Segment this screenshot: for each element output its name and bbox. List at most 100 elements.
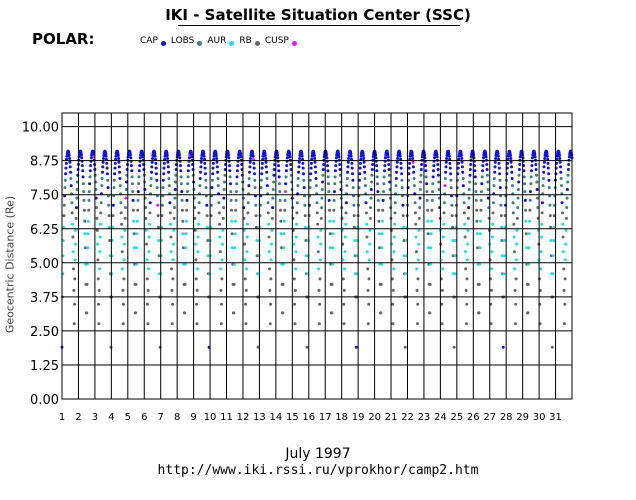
data-point-lobs bbox=[315, 201, 319, 205]
data-point-cap bbox=[153, 152, 157, 156]
x-tick-label: 6 bbox=[141, 412, 147, 423]
data-point-cap bbox=[363, 170, 367, 174]
data-point-rb bbox=[428, 311, 432, 315]
y-tick-label: 0.00 bbox=[30, 393, 59, 408]
data-point-cap bbox=[444, 170, 448, 174]
y-tick-label: 10.00 bbox=[22, 121, 59, 136]
x-tick-label: 13 bbox=[253, 412, 266, 423]
data-point-lobs bbox=[63, 178, 67, 182]
data-point-cap bbox=[486, 196, 490, 200]
data-point-cap bbox=[386, 155, 390, 159]
data-point-cap bbox=[265, 170, 269, 174]
data-point-cap bbox=[408, 154, 412, 158]
data-point-cap bbox=[485, 163, 489, 166]
data-point-lobs bbox=[223, 180, 226, 184]
data-point-lobs bbox=[547, 186, 551, 190]
data-point-lobs bbox=[314, 184, 318, 188]
data-point-lobs bbox=[449, 186, 453, 190]
x-tick-label: 17 bbox=[319, 412, 332, 423]
data-point-rb bbox=[181, 246, 185, 250]
data-point-lobs bbox=[449, 178, 453, 182]
data-point-cap bbox=[460, 165, 464, 169]
data-point-cap bbox=[222, 196, 226, 200]
data-point-aur bbox=[466, 242, 470, 246]
data-point-cap bbox=[178, 156, 182, 160]
data-point-cap bbox=[338, 168, 342, 171]
data-point-lobs bbox=[352, 203, 356, 207]
data-point-cap bbox=[65, 154, 69, 158]
data-point-cap bbox=[148, 201, 152, 205]
data-point-aur bbox=[145, 258, 149, 262]
x-tick-label: 23 bbox=[418, 412, 431, 423]
data-point-rb bbox=[352, 214, 356, 218]
data-point-rb bbox=[317, 322, 321, 326]
x-tick-label: 19 bbox=[352, 412, 365, 423]
data-point-aur bbox=[281, 262, 285, 266]
data-point-lobs bbox=[185, 190, 189, 194]
data-point-aur bbox=[514, 258, 518, 262]
data-point-aur bbox=[490, 267, 494, 271]
data-point-rb bbox=[538, 288, 542, 292]
data-point-cap bbox=[271, 206, 275, 210]
data-point-cap bbox=[153, 157, 157, 161]
data-point-lobs bbox=[88, 175, 92, 179]
data-point-lobs bbox=[413, 201, 417, 205]
data-point-lobs bbox=[320, 206, 324, 210]
data-point-rb bbox=[401, 214, 405, 218]
data-point-aur bbox=[512, 235, 516, 239]
data-point-cap bbox=[484, 155, 488, 159]
data-point-cap bbox=[203, 157, 206, 161]
data-point-cap bbox=[166, 165, 170, 169]
data-point-lobs bbox=[412, 177, 416, 180]
x-tick-label: 7 bbox=[158, 412, 164, 423]
data-point-lobs bbox=[418, 188, 422, 191]
data-point-lobs bbox=[119, 201, 123, 205]
data-point-rb bbox=[72, 288, 76, 292]
data-point-aur bbox=[392, 267, 396, 271]
data-point-lobs bbox=[75, 188, 79, 191]
plot-frame bbox=[61, 112, 573, 400]
data-point-lobs bbox=[479, 198, 483, 202]
data-point-rb bbox=[160, 214, 164, 218]
data-point-lobs bbox=[369, 206, 373, 210]
data-point-cap bbox=[559, 170, 563, 174]
data-point-cap bbox=[481, 164, 485, 168]
data-point-cap bbox=[162, 166, 166, 170]
data-point-rb bbox=[466, 216, 470, 220]
data-point-aur bbox=[147, 267, 150, 271]
data-point-rb bbox=[145, 242, 149, 246]
data-point-lobs bbox=[82, 190, 86, 194]
data-point-cap bbox=[461, 170, 465, 174]
data-point-cap bbox=[277, 169, 281, 173]
data-point-lobs bbox=[95, 206, 98, 210]
data-point-cap bbox=[400, 172, 404, 176]
data-point-aur bbox=[294, 267, 298, 271]
data-point-aur bbox=[319, 242, 323, 246]
data-point-cap bbox=[565, 188, 569, 191]
data-point-cap bbox=[530, 164, 534, 168]
data-point-lobs bbox=[523, 182, 527, 186]
data-point-cap bbox=[433, 156, 436, 160]
data-point-cap bbox=[509, 160, 513, 164]
data-point-cap bbox=[371, 155, 375, 159]
data-point-aur bbox=[74, 228, 78, 232]
data-point-cap bbox=[469, 163, 473, 166]
data-point-rb bbox=[293, 288, 297, 292]
data-point-aur bbox=[132, 246, 136, 250]
data-point-cap bbox=[383, 169, 386, 173]
data-point-lobs bbox=[516, 188, 520, 191]
data-point-cap bbox=[65, 157, 69, 161]
data-point-lobs bbox=[278, 182, 281, 186]
data-point-cap bbox=[117, 165, 121, 169]
data-point-rb bbox=[292, 277, 296, 281]
data-point-rb bbox=[218, 250, 222, 254]
data-point-rb bbox=[85, 311, 89, 315]
data-point-lobs bbox=[62, 203, 66, 207]
data-point-lobs bbox=[370, 173, 374, 177]
data-point-cap bbox=[113, 172, 117, 176]
data-point-rb bbox=[205, 214, 209, 218]
data-point-aur bbox=[561, 250, 565, 254]
data-point-rb bbox=[315, 211, 319, 215]
data-point-cap bbox=[199, 160, 203, 164]
data-point-cap bbox=[138, 164, 142, 168]
